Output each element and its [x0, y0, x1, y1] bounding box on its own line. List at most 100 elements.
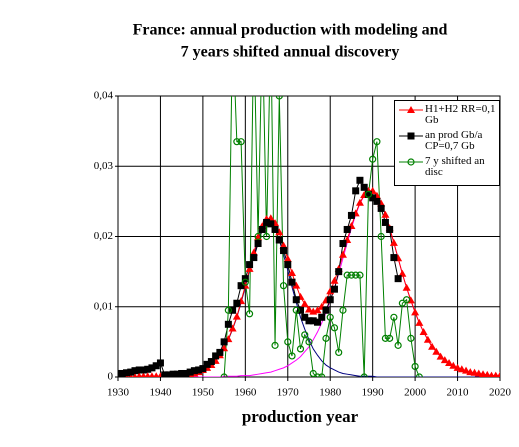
marker-square [173, 370, 181, 377]
legend: H1+H2 RR=0,1 Gb an prod Gb/a CP=0,7 Gb 7 y… [394, 100, 500, 186]
y-tick-label: 0,01 [94, 300, 113, 312]
marker-square [139, 366, 147, 374]
marker-square [165, 371, 173, 377]
marker-triangle [300, 299, 309, 307]
marker-triangle [245, 264, 254, 272]
marker-circle [284, 338, 292, 346]
legend-swatch [399, 132, 423, 140]
marker-triangle [411, 308, 420, 316]
marker-circle [347, 271, 356, 279]
y-tick-label: 0,02 [94, 230, 113, 242]
marker-square [326, 296, 334, 304]
marker-circle [403, 296, 411, 304]
x-tick-label: 1970 [277, 387, 300, 399]
marker-square [237, 282, 245, 290]
marker-square [364, 190, 372, 198]
marker-square [152, 362, 160, 370]
marker-circle [292, 306, 300, 314]
marker-triangle [419, 328, 428, 336]
marker-circle [356, 271, 364, 279]
marker-triangle [440, 356, 449, 364]
legend-label: 7 y shifted an disc [425, 155, 485, 178]
legend-swatch [399, 106, 423, 113]
marker-triangle [153, 372, 159, 377]
series-line [118, 191, 500, 377]
marker-circle [386, 334, 394, 342]
marker-square [216, 348, 224, 356]
marker-circle [377, 232, 385, 241]
marker-circle [373, 138, 381, 146]
series-line [118, 222, 500, 377]
marker-square [224, 320, 232, 328]
marker-square [267, 220, 275, 228]
marker-square [271, 225, 279, 233]
marker-triangle [398, 269, 407, 277]
marker-circle [364, 190, 373, 198]
marker-square [275, 236, 283, 244]
marker-square [288, 278, 296, 286]
marker-square [407, 132, 415, 140]
marker-square [182, 369, 190, 377]
marker-circle [288, 352, 296, 360]
marker-square [156, 359, 164, 367]
legend-entry: H1+H2 RR=0,1 Gb [397, 104, 497, 126]
marker-triangle [292, 281, 301, 289]
marker-square [148, 364, 156, 372]
marker-square [352, 187, 360, 195]
marker-square [186, 368, 194, 376]
marker-triangle [449, 361, 458, 369]
marker-square [386, 225, 394, 233]
marker-circle [309, 369, 317, 377]
marker-circle [411, 362, 419, 371]
marker-square [330, 285, 338, 293]
marker-square [199, 365, 207, 373]
marker-triangle [457, 365, 466, 373]
marker-triangle [436, 352, 445, 360]
marker-triangle [423, 335, 432, 343]
marker-triangle [402, 283, 411, 291]
x-tick-label: 1940 [149, 387, 172, 399]
series-line [118, 190, 500, 377]
marker-circle [233, 138, 241, 146]
marker-triangle [415, 318, 424, 326]
marker-circle [318, 373, 326, 377]
legend-entry: 7 y shifted an disc [397, 156, 497, 178]
marker-square [131, 367, 139, 375]
marker-circle [237, 138, 245, 146]
marker-triangle [462, 366, 471, 374]
marker-triangle [305, 305, 313, 313]
marker-square [284, 261, 292, 269]
marker-square [144, 365, 152, 373]
x-tick-label: 2020 [489, 387, 512, 399]
marker-square [246, 261, 254, 269]
marker-circle [339, 306, 347, 314]
marker-triangle [428, 342, 437, 350]
legend-entry: an prod Gb/a CP=0,7 Gb [397, 130, 497, 152]
y-tick-label: 0 [108, 371, 114, 383]
marker-square [250, 254, 258, 262]
marker-square [347, 211, 355, 219]
marker-square [381, 218, 389, 226]
marker-square [280, 247, 288, 255]
marker-square [339, 240, 347, 248]
marker-square [369, 194, 377, 202]
marker-triangle [483, 370, 491, 377]
x-axis-label: production year [242, 407, 359, 426]
chart-title: France: annual production with modeling … [133, 22, 448, 39]
marker-triangle [381, 210, 390, 218]
marker-triangle [232, 312, 241, 320]
marker-triangle [283, 254, 292, 262]
marker-triangle [136, 372, 142, 377]
marker-circle [262, 232, 271, 241]
marker-square [305, 317, 313, 325]
marker-triangle [279, 241, 288, 249]
marker-circle [330, 324, 339, 332]
marker-circle [322, 334, 330, 342]
marker-square [322, 306, 330, 314]
marker-square [220, 338, 228, 346]
marker-square [203, 360, 211, 368]
marker-triangle [389, 238, 398, 246]
marker-circle [390, 313, 398, 321]
